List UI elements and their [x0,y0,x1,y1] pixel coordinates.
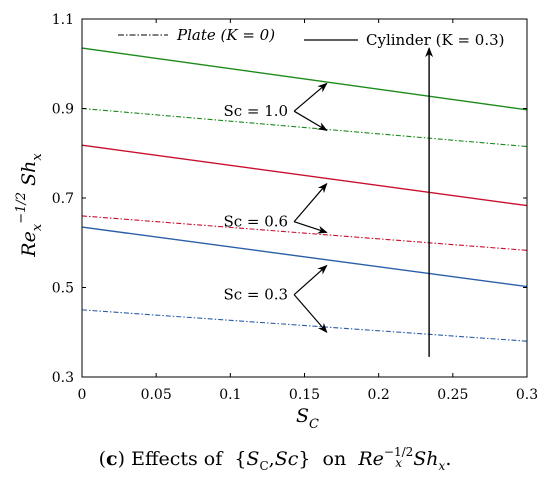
y-axis-label-re-sub: x [30,223,45,231]
y-axis-label-re-sup: −1/2 [14,192,29,224]
caption-re-sup: −1/2 [383,445,414,459]
x-tick-label-2: 0.1 [219,387,241,403]
y-axis-label-re: Re [18,231,40,258]
y-axis-label-sh: Sh [18,161,40,186]
svg-text:SC: SC [296,405,319,432]
legend: Plate (K = 0) Cylinder (K = 0.3) [118,26,505,49]
caption-sh-sub: x [438,458,446,473]
x-tick-label-5: 0.25 [437,387,468,403]
plot-frame [81,18,528,378]
caption-re-sub: x [395,456,402,470]
series-line-0 [81,47,528,111]
annotation-label-1: Sc = 0.6 [223,213,288,231]
legend-cylinder-label: Cylinder (K = 0.3) [366,31,505,49]
legend-plate-label: Plate (K = 0) [176,26,275,44]
caption-sc: Sc [274,448,299,470]
caption-end: . [445,448,452,470]
series-line-5 [81,309,528,342]
series-layer [81,47,528,342]
x-axis-label-main: S [296,405,309,427]
caption-s: S [246,448,260,470]
caption-set-close: } [298,448,311,470]
annotation-label-2: Sc = 0.3 [223,286,288,304]
series-line-3 [81,215,528,251]
y-axis-label-sh-sub: x [30,153,45,161]
chart: Sc = 1.0 Sc = 0.6 Sc = 0.3 0 0.05 0.1 0.15 0.2… [14,12,538,432]
y-tick-label-0: 0.3 [52,370,74,386]
series-line-1 [81,107,528,148]
x-axis-label: SC [296,405,319,432]
y-tick-label-1: 0.5 [52,281,74,297]
annotation-arrow-0-0 [293,82,328,112]
figure-caption: (c) Effects of {SC,Sc} on Re −1/2 x Shx. [98,445,452,473]
caption-set-open: { [234,448,247,470]
tick-layer: 0 0.05 0.1 0.15 0.2 0.25 0.3 0.3 0.5 0.7 0.9 1.1 [52,12,538,403]
caption-re: Re [358,448,384,470]
x-tick-label-3: 0.15 [289,387,320,403]
x-tick-label-4: 0.2 [368,387,390,403]
caption-text: Effects of [131,448,223,470]
annotation-arrow-1-1 [293,221,328,234]
svg-text:Rex−1/2 Shx: Rex−1/2 Shx [14,153,45,258]
annotation-layer: Sc = 1.0 Sc = 0.6 Sc = 0.3 [223,47,434,357]
caption-on: on [322,448,347,470]
y-tick-label-3: 0.9 [52,102,74,118]
series-line-4 [81,226,528,288]
annotation-arrow-2-1 [293,294,328,334]
caption-sep: , [268,448,275,470]
caption-sh: Sh [413,448,439,470]
y-tick-label-2: 0.7 [52,191,74,207]
x-tick-label-6: 0.3 [516,387,538,403]
x-tick-label-1: 0.05 [141,387,172,403]
annotation-arrow-2-0 [293,264,328,296]
y-axis-label: Rex−1/2 Shx [14,153,45,258]
annotation-arrow-0-1 [293,110,328,131]
caption-label: c [106,448,118,470]
x-axis-label-sub: C [309,417,319,432]
annotation-arrow-1-0 [293,182,328,223]
annotation-label-0: Sc = 1.0 [223,102,288,120]
caption-s-sub: C [259,458,269,473]
series-line-2 [81,144,528,207]
x-tick-label-0: 0 [78,387,87,403]
y-tick-label-4: 1.1 [52,12,74,28]
